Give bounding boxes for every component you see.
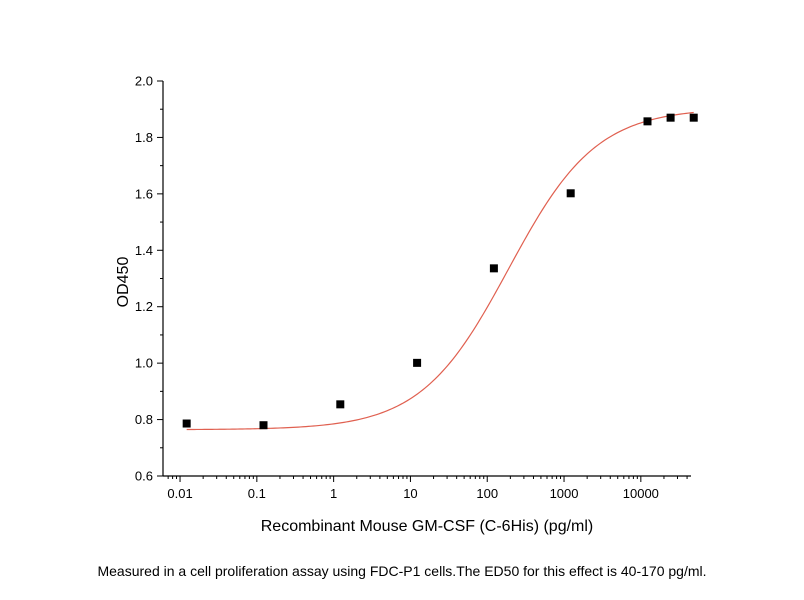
data-point bbox=[489, 264, 498, 273]
y-tick-label: 1.0 bbox=[135, 356, 153, 371]
data-point bbox=[413, 358, 422, 367]
x-tick-label: 1000 bbox=[550, 486, 579, 501]
x-tick-label: 0.1 bbox=[248, 486, 266, 501]
chart: 0.6 0.8 1.0 1.2 1.4 1.6 1.8 2.0 0.01 0.1 1 10 100 10… bbox=[115, 74, 698, 535]
fit-curve bbox=[186, 111, 694, 431]
data-points-layer bbox=[182, 113, 698, 430]
x-axis: 0.01 0.1 1 10 100 1000 10000 bbox=[163, 475, 691, 501]
x-tick-label: 10000 bbox=[623, 486, 659, 501]
y-tick-label: 1.8 bbox=[135, 130, 153, 145]
x-tick-label: 100 bbox=[476, 486, 498, 501]
y-tick-label: 1.4 bbox=[135, 243, 153, 258]
data-point bbox=[336, 400, 345, 409]
data-point bbox=[182, 419, 191, 428]
fit-curve-layer bbox=[186, 111, 694, 431]
y-tick-label: 1.6 bbox=[135, 186, 153, 201]
data-point bbox=[643, 117, 652, 126]
figure-caption: Measured in a cell proliferation assay u… bbox=[97, 563, 707, 579]
y-tick-label: 2.0 bbox=[135, 74, 153, 89]
data-point bbox=[666, 113, 675, 122]
y-tick-label: 0.6 bbox=[135, 469, 153, 484]
y-axis-title: OD450 bbox=[115, 257, 132, 308]
x-tick-label: 10 bbox=[403, 486, 417, 501]
x-axis-title: Recombinant Mouse GM-CSF (C-6His) (pg/ml… bbox=[261, 518, 594, 535]
x-tick-label: 1 bbox=[330, 486, 337, 501]
y-tick-label: 0.8 bbox=[135, 412, 153, 427]
data-point bbox=[259, 421, 268, 430]
x-tick-label: 0.01 bbox=[167, 486, 192, 501]
y-axis: 0.6 0.8 1.0 1.2 1.4 1.6 1.8 2.0 bbox=[135, 74, 164, 484]
data-point bbox=[689, 113, 698, 122]
y-tick-label: 1.2 bbox=[135, 299, 153, 314]
data-point bbox=[566, 189, 575, 198]
